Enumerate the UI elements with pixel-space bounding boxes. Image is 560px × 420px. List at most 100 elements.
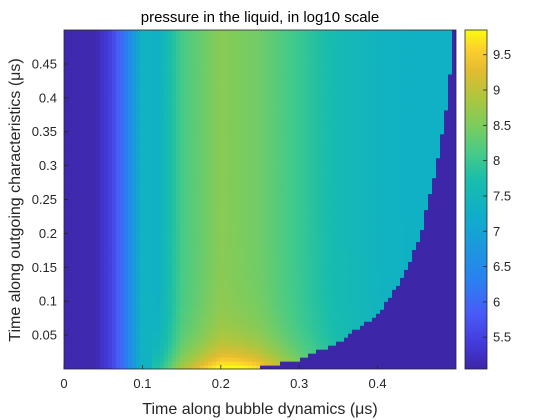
heatmap-cell bbox=[412, 293, 417, 298]
heatmap-cell bbox=[292, 289, 297, 294]
heatmap-cell bbox=[316, 217, 321, 223]
heatmap-cell bbox=[288, 237, 293, 242]
heatmap-cell bbox=[72, 233, 77, 238]
heatmap-cell bbox=[212, 237, 217, 242]
heatmap-cell bbox=[164, 165, 169, 171]
heatmap-cell bbox=[224, 265, 229, 270]
heatmap-cell bbox=[236, 353, 241, 358]
heatmap-cell bbox=[200, 333, 205, 338]
heatmap-cell bbox=[368, 189, 373, 195]
heatmap-cell bbox=[384, 229, 389, 234]
heatmap-cell bbox=[176, 213, 181, 219]
heatmap-cell bbox=[376, 277, 381, 282]
heatmap-cell bbox=[120, 189, 125, 195]
heatmap-cell bbox=[260, 229, 265, 234]
heatmap-cell bbox=[240, 185, 245, 191]
heatmap-cell bbox=[352, 325, 357, 330]
heatmap-cell bbox=[172, 217, 177, 223]
heatmap-cell bbox=[240, 329, 245, 334]
heatmap-cell bbox=[64, 273, 69, 278]
heatmap-cell bbox=[408, 197, 413, 203]
heatmap-cell bbox=[284, 225, 289, 231]
heatmap-cell bbox=[80, 353, 85, 358]
heatmap-cell bbox=[280, 349, 285, 354]
heatmap-cell bbox=[144, 365, 149, 369]
heatmap-cell bbox=[348, 233, 353, 238]
heatmap-cell bbox=[184, 317, 189, 322]
heatmap-cell bbox=[124, 365, 129, 369]
heatmap-cell bbox=[188, 221, 193, 227]
heatmap-cell bbox=[136, 329, 141, 334]
heatmap-cell bbox=[148, 261, 153, 266]
heatmap-cell bbox=[368, 269, 373, 274]
heatmap-cell bbox=[376, 225, 381, 231]
heatmap-cell bbox=[436, 201, 441, 207]
heatmap-cell bbox=[152, 201, 157, 207]
heatmap-cell bbox=[272, 341, 277, 346]
heatmap-cell bbox=[332, 337, 337, 342]
heatmap-cell bbox=[312, 313, 317, 318]
heatmap-cell bbox=[388, 325, 393, 330]
heatmap-cell bbox=[68, 265, 73, 270]
heatmap-cell bbox=[272, 209, 277, 215]
heatmap-cell bbox=[228, 233, 233, 238]
heatmap-cell bbox=[232, 241, 237, 246]
heatmap-cell bbox=[112, 333, 117, 338]
heatmap-cell bbox=[388, 249, 393, 254]
heatmap-cell bbox=[164, 253, 169, 258]
heatmap-cell bbox=[160, 165, 165, 171]
heatmap-cell bbox=[188, 241, 193, 246]
heatmap-cell bbox=[380, 345, 385, 350]
heatmap-cell bbox=[372, 317, 377, 322]
heatmap-cell bbox=[384, 205, 389, 211]
heatmap-cell bbox=[280, 217, 285, 223]
heatmap-cell bbox=[280, 169, 285, 175]
heatmap-cell bbox=[380, 217, 385, 223]
heatmap-cell bbox=[380, 281, 385, 286]
heatmap-cell bbox=[80, 341, 85, 346]
heatmap-cell bbox=[352, 217, 357, 223]
heatmap-cell bbox=[404, 169, 409, 175]
heatmap-cell bbox=[312, 165, 317, 171]
heatmap-cell bbox=[108, 361, 113, 366]
heatmap-cell bbox=[284, 273, 289, 278]
heatmap-cell bbox=[204, 325, 209, 330]
heatmap-cell bbox=[308, 197, 313, 203]
heatmap-cell bbox=[220, 261, 225, 266]
heatmap-cell bbox=[392, 281, 397, 286]
heatmap-cell bbox=[244, 297, 249, 302]
heatmap-cell bbox=[424, 177, 429, 183]
heatmap-cell bbox=[448, 281, 453, 286]
heatmap-cell bbox=[88, 233, 93, 238]
heatmap-cell bbox=[160, 205, 165, 211]
heatmap-cell bbox=[140, 281, 145, 286]
heatmap-cell bbox=[208, 297, 213, 302]
heatmap-cell bbox=[104, 309, 109, 314]
heatmap-cell bbox=[288, 217, 293, 223]
heatmap-cell bbox=[100, 309, 105, 314]
heatmap-cell bbox=[180, 197, 185, 203]
heatmap-cell bbox=[236, 285, 241, 290]
heatmap-cell bbox=[248, 313, 253, 318]
heatmap-cell bbox=[280, 345, 285, 350]
heatmap-cell bbox=[356, 309, 361, 314]
heatmap-cell bbox=[248, 297, 253, 302]
heatmap-cell bbox=[268, 253, 273, 258]
heatmap-cell bbox=[364, 285, 369, 290]
heatmap-cell bbox=[196, 293, 201, 298]
heatmap-cell bbox=[412, 253, 417, 258]
heatmap-cell bbox=[68, 221, 73, 227]
heatmap-cell bbox=[84, 261, 89, 266]
heatmap-cell bbox=[96, 221, 101, 227]
heatmap-cell bbox=[248, 189, 253, 195]
heatmap-cell bbox=[328, 293, 333, 298]
heatmap-cell bbox=[140, 329, 145, 334]
heatmap-cell bbox=[156, 253, 161, 258]
heatmap-cell bbox=[220, 273, 225, 278]
heatmap-cell bbox=[152, 305, 157, 310]
heatmap-cell bbox=[436, 353, 441, 358]
heatmap-cell bbox=[176, 253, 181, 258]
heatmap-cell bbox=[260, 325, 265, 330]
heatmap-cell bbox=[448, 165, 453, 171]
heatmap-cell bbox=[440, 277, 445, 282]
